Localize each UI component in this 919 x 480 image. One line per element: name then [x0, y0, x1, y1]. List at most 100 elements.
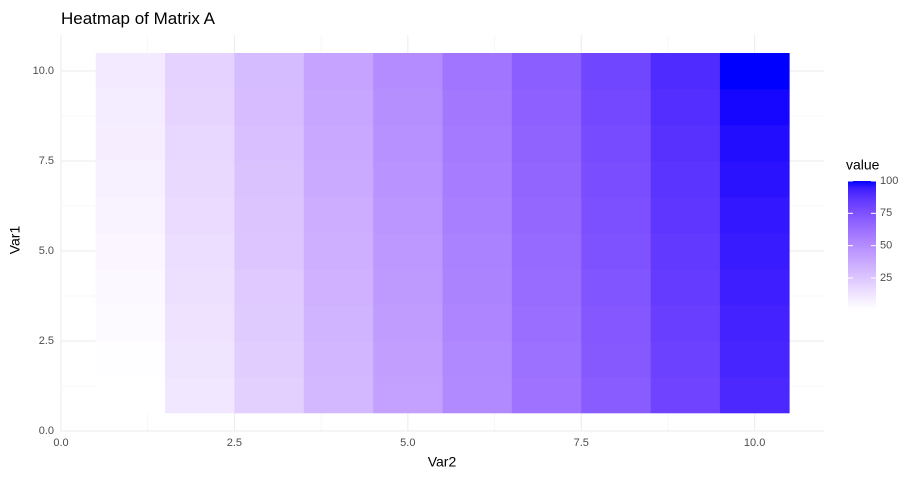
- heatmap-cell: [303, 161, 374, 198]
- heatmap-cell: [303, 89, 374, 126]
- heatmap-cell: [581, 53, 651, 90]
- heatmap-cell: [234, 161, 305, 198]
- legend-title: value: [846, 157, 880, 173]
- heatmap-cell: [719, 89, 790, 126]
- heatmap-cell: [303, 125, 374, 162]
- x-tick-label: 10.0: [744, 437, 765, 449]
- heatmap-cell: [95, 125, 166, 162]
- heatmap-cell: [303, 269, 374, 306]
- x-tick-label: 0.0: [53, 437, 68, 449]
- y-tick-label: 7.5: [39, 155, 54, 167]
- heatmap-cell: [581, 341, 651, 378]
- heatmap-cell: [165, 89, 235, 126]
- cells: [95, 53, 790, 414]
- heatmap-cell: [165, 305, 235, 342]
- heatmap-cell: [442, 161, 513, 198]
- heatmap-cell: [650, 269, 721, 306]
- x-axis-title: Var2: [428, 454, 457, 470]
- heatmap-cell: [373, 305, 443, 342]
- heatmap-cell: [442, 53, 513, 90]
- heatmap-cell: [581, 89, 651, 126]
- heatmap-cell: [373, 269, 443, 306]
- heatmap-cell: [442, 305, 513, 342]
- heatmap-cell: [303, 377, 374, 414]
- y-tick-label: 5.0: [39, 245, 54, 257]
- heatmap-cell: [719, 305, 790, 342]
- heatmap-cell: [165, 269, 235, 306]
- heatmap-cell: [234, 377, 305, 414]
- heatmap-cell: [373, 233, 443, 270]
- heatmap-cell: [373, 197, 443, 234]
- heatmap-cell: [719, 233, 790, 270]
- heatmap-cell: [581, 269, 651, 306]
- heatmap-cell: [719, 53, 790, 90]
- colorbar: [848, 181, 876, 309]
- y-tick-label: 2.5: [39, 335, 54, 347]
- heatmap-cell: [581, 305, 651, 342]
- heatmap-cell: [95, 161, 166, 198]
- heatmap-cell: [303, 53, 374, 90]
- heatmap-cell: [650, 377, 721, 414]
- heatmap-cell: [511, 305, 582, 342]
- heatmap-cell: [95, 233, 166, 270]
- heatmap-cell: [650, 341, 721, 378]
- heatmap-cell: [303, 197, 374, 234]
- heatmap-cell: [373, 377, 443, 414]
- heatmap-cell: [373, 161, 443, 198]
- heatmap-cell: [719, 161, 790, 198]
- chart-title: Heatmap of Matrix A: [61, 9, 216, 28]
- heatmap-cell: [95, 269, 166, 306]
- heatmap-cell: [303, 305, 374, 342]
- heatmap-cell: [165, 53, 235, 90]
- heatmap-cell: [442, 233, 513, 270]
- heatmap-cell: [234, 269, 305, 306]
- heatmap-cell: [442, 125, 513, 162]
- heatmap-cell: [165, 377, 235, 414]
- y-tick-label: 0.0: [39, 425, 54, 437]
- heatmap-cell: [165, 233, 235, 270]
- heatmap-cell: [650, 89, 721, 126]
- heatmap-cell: [650, 197, 721, 234]
- heatmap-cell: [373, 341, 443, 378]
- heatmap-cell: [650, 233, 721, 270]
- heatmap-cell: [303, 233, 374, 270]
- heatmap-cell: [581, 377, 651, 414]
- heatmap-cell: [650, 53, 721, 90]
- heatmap-cell: [719, 197, 790, 234]
- heatmap-cell: [234, 125, 305, 162]
- heatmap-cell: [581, 125, 651, 162]
- heatmap-cell: [373, 53, 443, 90]
- colorbar-label: 25: [880, 272, 892, 284]
- heatmap-cell: [442, 89, 513, 126]
- heatmap-cell: [442, 377, 513, 414]
- heatmap-cell: [165, 125, 235, 162]
- heatmap-cell: [234, 305, 305, 342]
- x-tick-label: 2.5: [227, 437, 242, 449]
- heatmap-cell: [581, 161, 651, 198]
- heatmap-cell: [95, 53, 166, 90]
- heatmap-cell: [511, 341, 582, 378]
- heatmap-cell: [303, 341, 374, 378]
- heatmap-cell: [234, 197, 305, 234]
- heatmap-cell: [581, 197, 651, 234]
- heatmap-cell: [95, 89, 166, 126]
- heatmap-cell: [511, 269, 582, 306]
- heatmap-cell: [95, 305, 166, 342]
- heatmap-cell: [442, 341, 513, 378]
- heatmap-cell: [165, 161, 235, 198]
- heatmap-cell: [95, 341, 166, 378]
- heatmap-cell: [719, 377, 790, 414]
- heatmap-cell: [165, 341, 235, 378]
- colorbar-label: 75: [880, 207, 892, 219]
- heatmap-cell: [373, 125, 443, 162]
- heatmap-cell: [511, 125, 582, 162]
- heatmap-cell: [511, 377, 582, 414]
- heatmap-cell: [95, 377, 166, 414]
- heatmap-cell: [165, 197, 235, 234]
- colorbar-label: 100: [880, 175, 898, 187]
- y-axis-title: Var1: [7, 226, 23, 255]
- heatmap-cell: [719, 341, 790, 378]
- heatmap-cell: [650, 125, 721, 162]
- x-tick-label: 7.5: [574, 437, 589, 449]
